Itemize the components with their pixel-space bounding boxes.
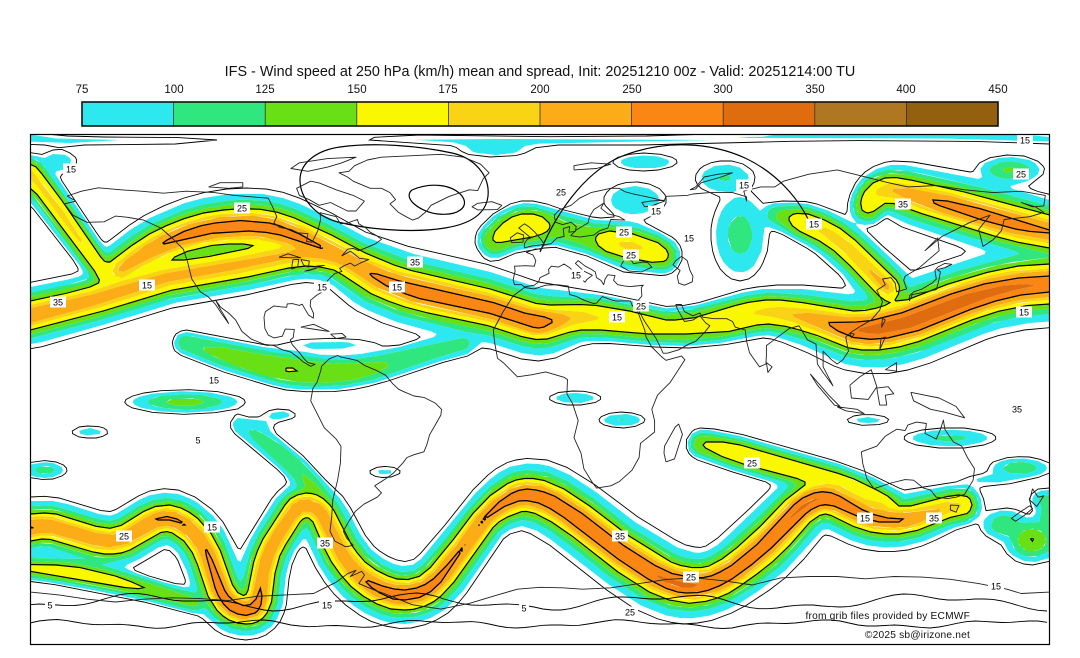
svg-text:15: 15: [322, 601, 332, 611]
svg-text:35: 35: [929, 514, 939, 524]
svg-text:15: 15: [612, 313, 622, 323]
svg-text:15: 15: [66, 165, 76, 175]
svg-text:35: 35: [1012, 405, 1022, 415]
svg-text:15: 15: [317, 283, 327, 293]
svg-text:35: 35: [410, 258, 420, 268]
svg-text:15: 15: [571, 271, 581, 281]
svg-text:15: 15: [991, 582, 1001, 592]
svg-text:15: 15: [1019, 308, 1029, 318]
svg-text:25: 25: [619, 228, 629, 238]
svg-text:15: 15: [392, 283, 402, 293]
svg-text:15: 15: [739, 181, 749, 191]
svg-text:5: 5: [521, 604, 526, 614]
svg-text:5: 5: [195, 436, 200, 446]
svg-text:15: 15: [684, 234, 694, 244]
svg-text:25: 25: [625, 608, 635, 618]
svg-text:15: 15: [207, 523, 217, 533]
svg-text:25: 25: [747, 459, 757, 469]
svg-text:15: 15: [860, 514, 870, 524]
svg-text:35: 35: [898, 200, 908, 210]
svg-text:15: 15: [142, 281, 152, 291]
svg-text:35: 35: [615, 532, 625, 542]
svg-text:15: 15: [809, 220, 819, 230]
svg-text:15: 15: [209, 376, 219, 386]
svg-text:25: 25: [237, 204, 247, 214]
svg-text:25: 25: [1016, 170, 1026, 180]
svg-text:15: 15: [1020, 136, 1030, 146]
svg-text:25: 25: [686, 573, 696, 583]
svg-text:35: 35: [320, 539, 330, 549]
svg-text:25: 25: [636, 302, 646, 312]
svg-text:25: 25: [556, 188, 566, 198]
svg-text:35: 35: [53, 298, 63, 308]
svg-text:15: 15: [651, 207, 661, 217]
svg-text:25: 25: [626, 251, 636, 261]
svg-text:5: 5: [47, 601, 52, 611]
svg-text:25: 25: [119, 532, 129, 542]
